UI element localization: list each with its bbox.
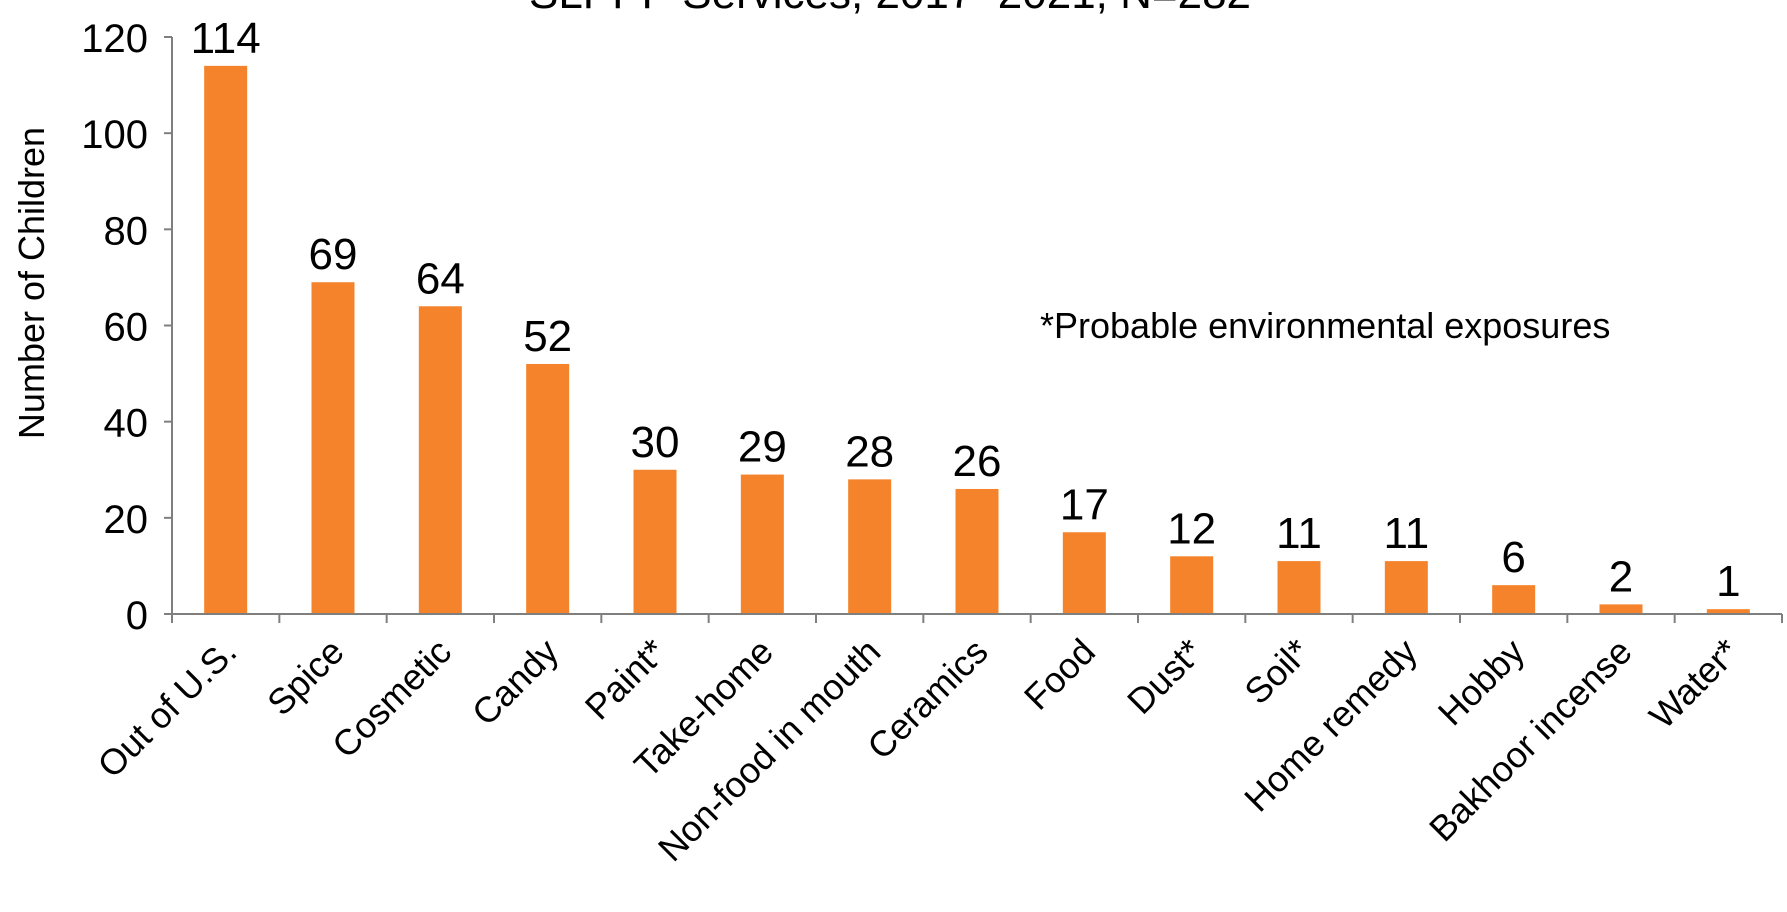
data-label: 2 xyxy=(1609,552,1633,601)
annotation-note: *Probable environmental exposures xyxy=(1040,305,1610,346)
bar-soil xyxy=(1277,561,1321,614)
bar-food xyxy=(1062,532,1106,614)
data-label: 12 xyxy=(1167,504,1216,553)
bars-group xyxy=(204,65,1750,615)
y-tick-label: 20 xyxy=(104,498,149,542)
bar-hobby xyxy=(1492,585,1536,614)
data-label: 1 xyxy=(1716,557,1740,606)
data-label: 29 xyxy=(738,423,787,472)
bar-cosmetic xyxy=(418,306,462,614)
y-tick-label: 120 xyxy=(81,17,148,61)
bar-non-food-in-mouth xyxy=(848,479,892,614)
bar-ceramics xyxy=(955,488,999,614)
x-tick-label: Cosmetic xyxy=(324,631,459,766)
bar-spice xyxy=(311,282,355,614)
data-label: 28 xyxy=(845,427,894,476)
data-label: 17 xyxy=(1060,480,1109,529)
data-label: 52 xyxy=(523,312,572,361)
y-tick-label: 100 xyxy=(81,113,148,157)
bar-bakhoor-incense xyxy=(1599,604,1643,614)
x-tick-label: Candy xyxy=(464,631,567,734)
x-tick-label: Dust* xyxy=(1119,631,1210,722)
chart-title: SLPPP Services, 2017–2021, N=282 xyxy=(529,0,1251,18)
data-label: 30 xyxy=(631,418,680,467)
x-tick-label: Spice xyxy=(259,631,352,724)
data-label: 11 xyxy=(1383,509,1429,558)
bar-dust xyxy=(1170,556,1214,614)
x-tick-label: Paint* xyxy=(577,631,674,728)
data-label: 64 xyxy=(416,254,465,303)
y-tick-label: 40 xyxy=(104,402,149,446)
y-tick-label: 0 xyxy=(126,594,148,638)
y-tick-label: 60 xyxy=(104,306,149,350)
bar-candy xyxy=(526,363,570,614)
data-label: 69 xyxy=(309,230,358,279)
bar-water xyxy=(1706,609,1750,614)
x-tick-label: Water* xyxy=(1641,631,1747,737)
bar-take-home xyxy=(740,474,784,614)
x-tick-label: Food xyxy=(1016,631,1103,718)
bar-home-remedy xyxy=(1384,561,1428,614)
x-tick-label: Out of U.S. xyxy=(89,631,244,786)
data-label: 114 xyxy=(191,14,261,63)
data-label: 26 xyxy=(953,437,1002,486)
y-tick-label: 80 xyxy=(104,209,149,253)
y-axis-label: Number of Children xyxy=(11,127,52,439)
data-label: 11 xyxy=(1276,509,1322,558)
axes-group xyxy=(164,36,1783,623)
x-tick-label: Hobby xyxy=(1430,631,1533,734)
x-tick-label: Soil* xyxy=(1236,631,1317,712)
data-label: 6 xyxy=(1501,533,1525,582)
x-tick-label: Bakhoor incense xyxy=(1421,631,1640,850)
bar-out-of-u-s xyxy=(204,65,248,615)
bar-paint xyxy=(633,469,677,614)
